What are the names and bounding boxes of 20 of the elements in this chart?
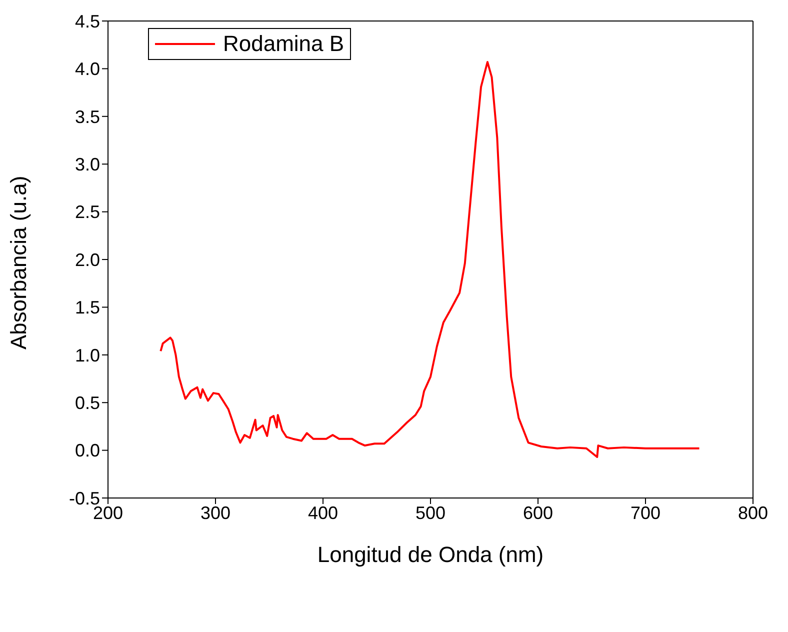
y-tick-label: 2.0 (74, 250, 100, 270)
y-tick-label: 4.0 (74, 59, 100, 80)
y-tick-label: 0.0 (74, 440, 100, 461)
x-tick-label: 800 (738, 502, 768, 523)
y-tick-label: 3.5 (74, 106, 100, 127)
legend-label: Rodamina B (223, 31, 344, 57)
y-tick-label: 0.5 (74, 392, 100, 413)
y-tick-label: 3.0 (74, 154, 100, 174)
line-series (160, 61, 700, 458)
x-tick-label: 300 (200, 502, 231, 523)
x-tick-label: 600 (522, 502, 554, 523)
y-tick-label: 4.5 (74, 11, 100, 32)
y-tick-label: 2.5 (74, 202, 100, 222)
y-axis-title: Absorbancia (u.a) (6, 176, 31, 350)
x-tick-label: 700 (630, 502, 661, 523)
x-tick-label: 500 (415, 502, 446, 523)
x-axis-title: Longitud de Onda (nm) (317, 542, 544, 567)
x-tick-label: 400 (308, 502, 338, 523)
y-tick-label: 1.0 (74, 345, 100, 366)
y-tick-label: 1.5 (74, 298, 100, 318)
